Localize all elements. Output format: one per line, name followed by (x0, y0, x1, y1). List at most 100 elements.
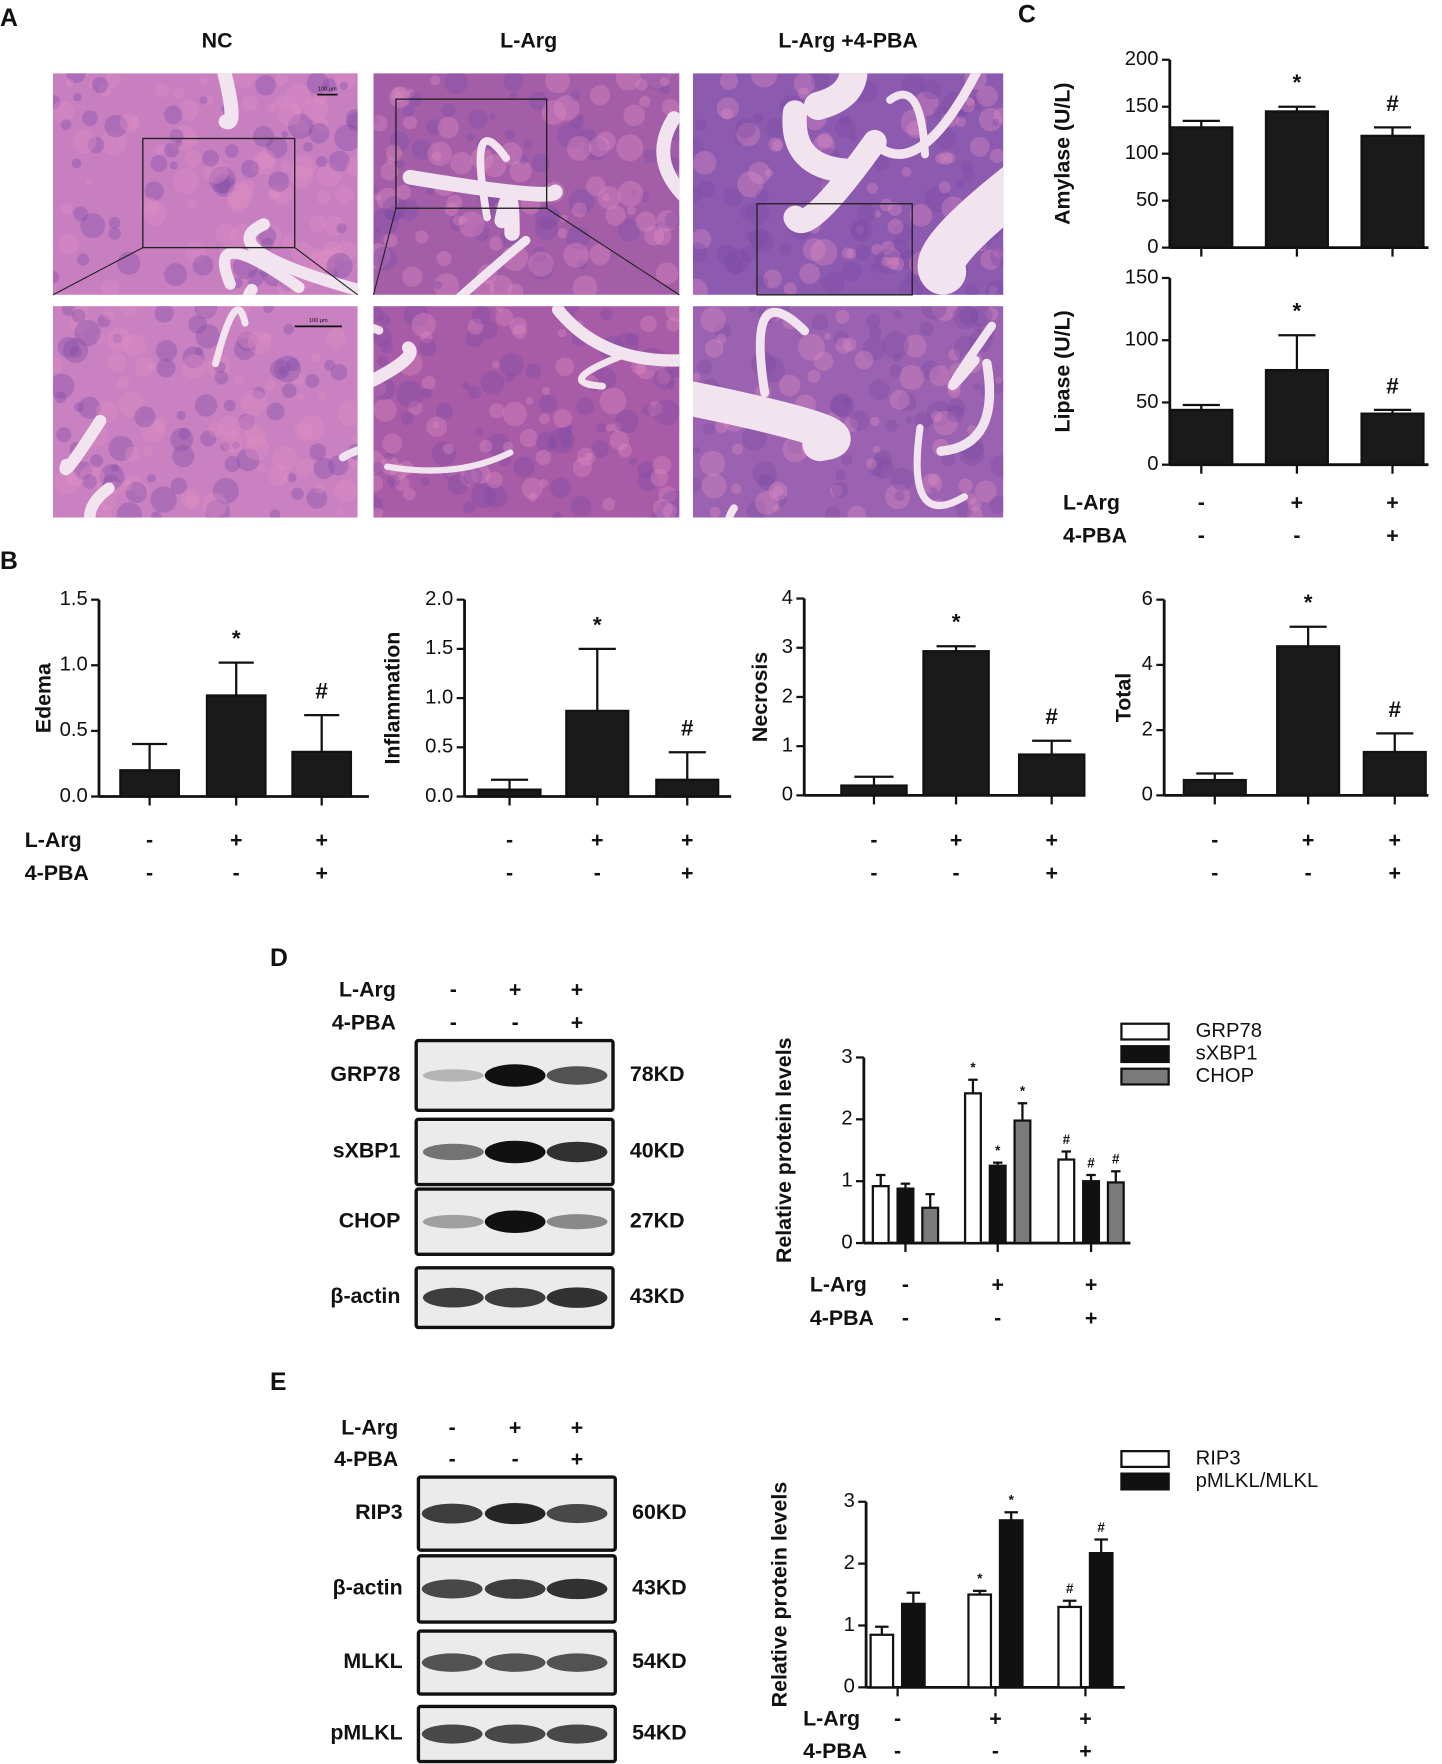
cell (382, 196, 407, 221)
cell (63, 337, 89, 363)
cell (531, 246, 547, 263)
cell (946, 404, 965, 423)
cell (336, 240, 357, 261)
cell (150, 155, 168, 172)
bar (1106, 1181, 1125, 1245)
cell (597, 186, 621, 210)
treatment-sign: + (509, 1415, 521, 1439)
cell (939, 151, 953, 165)
cell (629, 457, 638, 466)
septum (384, 449, 514, 474)
cell (268, 184, 282, 199)
septum (59, 414, 107, 476)
cell (779, 243, 792, 256)
cell (807, 369, 821, 383)
cell (57, 336, 79, 358)
cell (282, 474, 290, 482)
cell (563, 242, 589, 268)
y-axis-label: Lipase (U/L) (1051, 310, 1075, 432)
cell (124, 475, 142, 493)
cell (467, 109, 488, 129)
cell (117, 391, 144, 418)
cell (935, 153, 947, 165)
inset-line (52, 247, 144, 296)
cell (755, 490, 780, 515)
cell (600, 308, 613, 321)
cell (291, 155, 316, 180)
cell (281, 130, 289, 138)
cell (73, 93, 82, 102)
cell (345, 156, 358, 178)
cell (922, 80, 942, 100)
cell (920, 306, 948, 320)
cell (835, 337, 852, 354)
cell (716, 244, 738, 265)
cell (433, 273, 460, 295)
septum (494, 191, 520, 241)
cell (293, 107, 302, 116)
y-tick-label: 0 (782, 784, 793, 806)
cell (285, 83, 311, 110)
cell (883, 248, 900, 265)
cell (989, 148, 1004, 164)
cell (528, 492, 538, 502)
treatment-sign: + (1045, 828, 1057, 852)
cell (502, 401, 528, 427)
significance-mark: # (1066, 1581, 1074, 1596)
cell (163, 105, 183, 125)
cell (764, 168, 774, 178)
cell (333, 479, 357, 503)
significance-mark: * (977, 1571, 983, 1586)
cell (591, 440, 610, 458)
cell (425, 186, 435, 196)
cell (660, 490, 680, 517)
inset-box (756, 203, 913, 296)
y-axis-label: Inflammation (380, 632, 404, 765)
cell (492, 361, 500, 369)
treatment-label: 4-PBA (334, 1447, 398, 1471)
cell (692, 241, 708, 264)
y-tick-label: 0 (1147, 453, 1158, 475)
cell (467, 385, 482, 400)
cell (509, 159, 532, 183)
cell (330, 363, 348, 381)
cell (97, 314, 111, 328)
septum (936, 358, 995, 456)
cell (572, 202, 588, 218)
cell (147, 364, 154, 371)
bar (840, 784, 908, 797)
cell (920, 360, 941, 381)
cell (988, 285, 998, 295)
cell (241, 159, 259, 178)
cell (655, 262, 679, 285)
cell (236, 330, 258, 352)
treatment-label: L-Arg (810, 1272, 867, 1296)
treatment-sign: - (506, 861, 513, 885)
cell (742, 425, 767, 451)
cell (391, 86, 407, 103)
legend-swatch (1120, 1045, 1170, 1064)
cell (252, 151, 275, 175)
band (484, 1287, 546, 1308)
inset-line (372, 208, 397, 295)
cell (656, 370, 671, 385)
treatment-sign: - (506, 828, 513, 852)
cell (985, 280, 1004, 295)
y-axis-label: Edema (32, 662, 56, 733)
cell (811, 314, 829, 331)
bar (205, 694, 267, 798)
cell (395, 184, 411, 200)
cell (419, 338, 437, 357)
cell (374, 193, 382, 201)
treatment-label: 4-PBA (803, 1739, 867, 1763)
cell (383, 233, 398, 248)
cell (449, 214, 466, 232)
cell (346, 112, 358, 132)
cell (144, 181, 164, 201)
cell (993, 107, 1004, 124)
cell (124, 446, 140, 462)
cell (758, 473, 775, 490)
cell (507, 283, 524, 295)
cell (65, 78, 74, 88)
cell (72, 306, 88, 318)
